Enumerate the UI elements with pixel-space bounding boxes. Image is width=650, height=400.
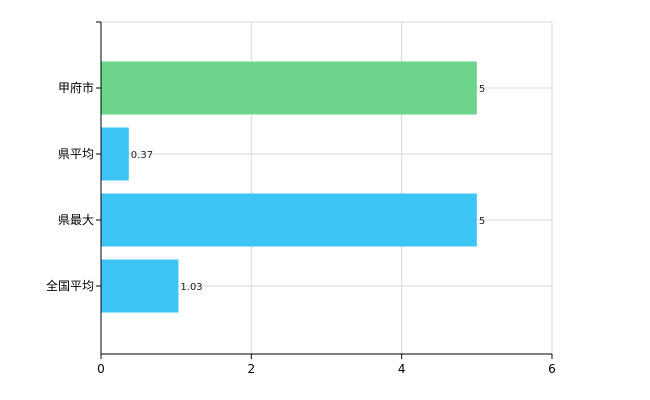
category-label: 県平均 (58, 147, 94, 161)
value-labels: 5 0.37 5 1.03 (131, 84, 485, 293)
x-tick-label: 0 (97, 362, 105, 376)
category-label: 県最大 (58, 213, 94, 227)
category-label: 全国平均 (46, 278, 94, 293)
value-label: 0.37 (131, 150, 153, 161)
bars (101, 61, 477, 313)
value-label: 5 (479, 84, 485, 95)
bar-3 (101, 259, 179, 313)
category-label: 甲府市 (58, 80, 94, 95)
value-label: 1.03 (180, 282, 202, 293)
bar-1 (101, 127, 129, 181)
x-tick-label: 2 (248, 362, 256, 376)
bar-2 (101, 193, 477, 247)
bar-0 (101, 61, 477, 115)
x-tick-label: 6 (548, 362, 556, 376)
value-label: 5 (479, 216, 485, 227)
x-tick-label: 4 (398, 362, 406, 376)
